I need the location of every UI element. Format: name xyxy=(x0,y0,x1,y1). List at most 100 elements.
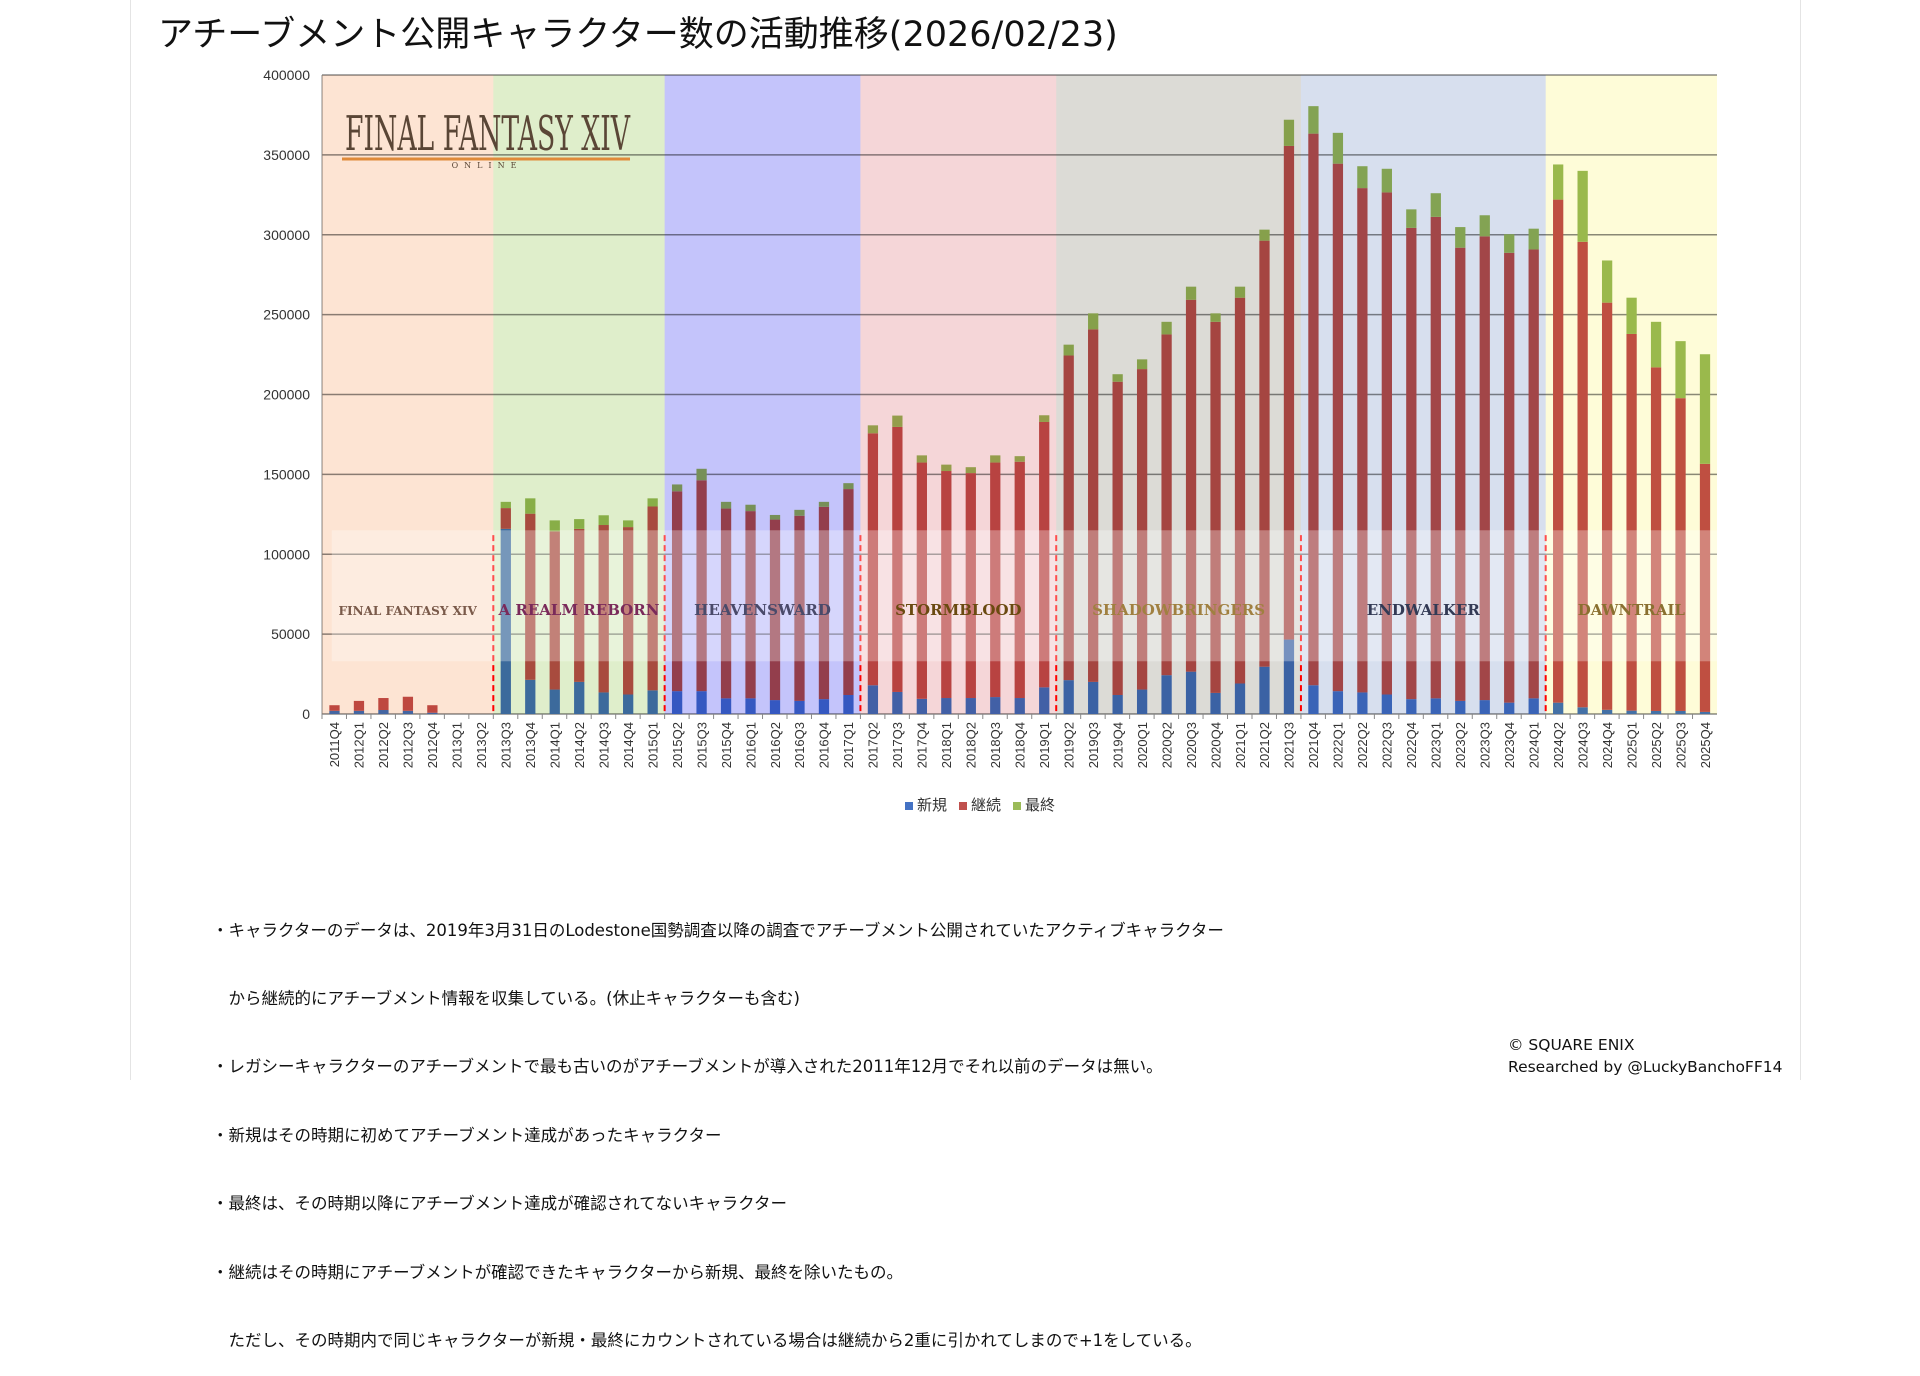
researcher-credit: Researched by @LuckyBanchoFF14 xyxy=(1508,1058,1783,1076)
note-line: から継続的にアチーブメント情報を収集している。(休止キャラクターも含む) xyxy=(212,988,800,1008)
x-tick-label: 2018Q2 xyxy=(964,722,979,768)
x-tick-label: 2017Q4 xyxy=(915,722,930,768)
x-tick-label: 2025Q3 xyxy=(1673,722,1688,768)
x-tick-label: 2012Q1 xyxy=(352,722,367,768)
x-tick-label: 2019Q1 xyxy=(1037,722,1052,768)
x-tick-label: 2012Q2 xyxy=(376,722,391,768)
note-line: ただし、その時期内で同じキャラクターが新規・最終にカウントされている場合は継続か… xyxy=(212,1330,1202,1350)
x-tick-label: 2013Q2 xyxy=(474,722,489,768)
y-tick-label: 200000 xyxy=(263,387,310,403)
expansion-logo: STORMBLOOD xyxy=(895,601,1022,619)
y-tick-label: 50000 xyxy=(271,626,310,642)
era-band xyxy=(322,75,494,714)
x-tick-label: 2020Q3 xyxy=(1184,722,1199,768)
x-tick-label: 2019Q3 xyxy=(1086,722,1101,768)
legend-item-new: 新規 xyxy=(905,794,947,815)
stacked-bar-chart: 0 50000 100000 150000 200000 250000 300000 3500… xyxy=(263,67,1727,769)
expansion-logo: SHADOWBRINGERS xyxy=(1092,601,1265,619)
logo-overlay xyxy=(331,530,1727,662)
expansion-logo: FINAL FANTASY XIV xyxy=(338,604,477,618)
x-tick-label: 2015Q4 xyxy=(719,722,734,768)
x-tick-label: 2014Q1 xyxy=(548,722,563,768)
x-tick-label: 2013Q4 xyxy=(523,722,538,768)
x-tick-label: 2012Q4 xyxy=(425,722,440,768)
era-band xyxy=(664,75,861,714)
x-tick-label: 2012Q3 xyxy=(401,722,416,768)
page-title: アチーブメント公開キャラクター数の活動推移(2026/02/23) xyxy=(158,15,1118,55)
y-tick-label: 100000 xyxy=(263,546,310,562)
credits: © SQUARE ENIX Researched by @LuckyBancho… xyxy=(1508,1034,1782,1078)
x-tick-label: 2022Q3 xyxy=(1380,722,1395,768)
y-tick-label: 400000 xyxy=(263,67,310,83)
copyright: © SQUARE ENIX xyxy=(1508,1036,1635,1054)
x-tick-label: 2016Q3 xyxy=(792,722,807,768)
x-tick-label: 2023Q3 xyxy=(1478,722,1493,768)
x-tick-label: 2015Q2 xyxy=(670,722,685,768)
era-band xyxy=(860,75,1057,714)
x-tick-label: 2025Q1 xyxy=(1624,722,1639,768)
x-tick-label: 2015Q1 xyxy=(645,722,660,768)
x-tick-label: 2021Q3 xyxy=(1282,722,1297,768)
x-tick-label: 2013Q1 xyxy=(450,722,465,768)
note-line: ・継続はその時期にアチーブメントが確認できたキャラクターから新規、最終を除いたも… xyxy=(212,1262,904,1282)
x-tick-label: 2016Q2 xyxy=(768,722,783,768)
x-tick-label: 2017Q1 xyxy=(841,722,856,768)
legend-item-final: 最終 xyxy=(1013,794,1055,815)
legend: 新規 継続 最終 xyxy=(905,794,1055,815)
x-tick-label: 2021Q4 xyxy=(1306,722,1321,768)
x-tick-label: 2024Q1 xyxy=(1526,722,1541,768)
x-tick-label: 2024Q2 xyxy=(1551,722,1566,768)
note-line: ・新規はその時期に初めてアチーブメント達成があったキャラクター xyxy=(212,1125,722,1145)
era-band xyxy=(1056,75,1301,714)
x-tick-label: 2021Q2 xyxy=(1257,722,1272,768)
y-tick-label: 300000 xyxy=(263,227,310,243)
x-tick-label: 2014Q4 xyxy=(621,722,636,768)
era-band xyxy=(493,75,665,714)
x-tick-label: 2021Q1 xyxy=(1233,722,1248,768)
y-tick-label: 150000 xyxy=(263,466,310,482)
slide-left-edge xyxy=(130,0,131,1080)
x-tick-label: 2025Q2 xyxy=(1649,722,1664,768)
expansion-logo: A REALM REBORN xyxy=(498,601,660,619)
x-tick-label: 2015Q3 xyxy=(694,722,709,768)
x-tick-label: 2022Q2 xyxy=(1355,722,1370,768)
y-tick-label: 250000 xyxy=(263,307,310,323)
x-tick-label: 2017Q3 xyxy=(890,722,905,768)
x-tick-label: 2020Q4 xyxy=(1208,722,1223,768)
notes: ・キャラクターのデータは、2019年3月31日のLodestone国勢調査以降の… xyxy=(212,874,1224,1376)
y-tick-label: 350000 xyxy=(263,147,310,163)
x-tick-label: 2014Q3 xyxy=(596,722,611,768)
x-tick-label: 2013Q3 xyxy=(499,722,514,768)
ffxiv-logo-subtitle: ONLINE xyxy=(452,161,523,170)
x-tick-label: 2023Q4 xyxy=(1502,722,1517,768)
x-tick-label: 2023Q1 xyxy=(1429,722,1444,768)
x-tick-label: 2020Q2 xyxy=(1159,722,1174,768)
x-tick-label: 2023Q2 xyxy=(1453,722,1468,768)
x-tick-label: 2014Q2 xyxy=(572,722,587,768)
x-tick-label: 2018Q1 xyxy=(939,722,954,768)
x-tick-label: 2019Q4 xyxy=(1110,722,1125,768)
slide-right-edge xyxy=(1800,0,1801,1080)
note-line: ・最終は、その時期以降にアチーブメント達成が確認されてないキャラクター xyxy=(212,1194,788,1214)
note-line: ・キャラクターのデータは、2019年3月31日のLodestone国勢調査以降の… xyxy=(212,920,1224,940)
ffxiv-logo: FINAL FANTASY XIV xyxy=(345,106,631,162)
y-tick-label: 0 xyxy=(302,706,310,722)
x-tick-label: 2022Q4 xyxy=(1404,722,1419,768)
x-tick-label: 2011Q4 xyxy=(327,722,342,767)
x-tick-label: 2024Q4 xyxy=(1600,722,1615,768)
x-tick-label: 2019Q2 xyxy=(1061,722,1076,768)
x-tick-label: 2018Q3 xyxy=(988,722,1003,768)
x-tick-label: 2020Q1 xyxy=(1135,722,1150,768)
x-tick-label: 2016Q1 xyxy=(743,722,758,768)
expansion-logo: DAWNTRAIL xyxy=(1578,601,1686,619)
era-band xyxy=(1300,75,1546,714)
x-tick-label: 2024Q3 xyxy=(1575,722,1590,768)
legend-item-continue: 継続 xyxy=(959,794,1001,815)
x-tick-label: 2017Q2 xyxy=(866,722,881,768)
expansion-logo: ENDWALKER xyxy=(1367,601,1481,619)
x-tick-label: 2025Q4 xyxy=(1698,722,1713,768)
x-tick-label: 2022Q1 xyxy=(1331,722,1346,768)
note-line: ・レガシーキャラクターのアチーブメントで最も古いのがアチーブメントが導入された2… xyxy=(212,1057,1163,1077)
x-tick-label: 2018Q4 xyxy=(1013,722,1028,768)
x-tick-label: 2016Q4 xyxy=(817,722,832,768)
